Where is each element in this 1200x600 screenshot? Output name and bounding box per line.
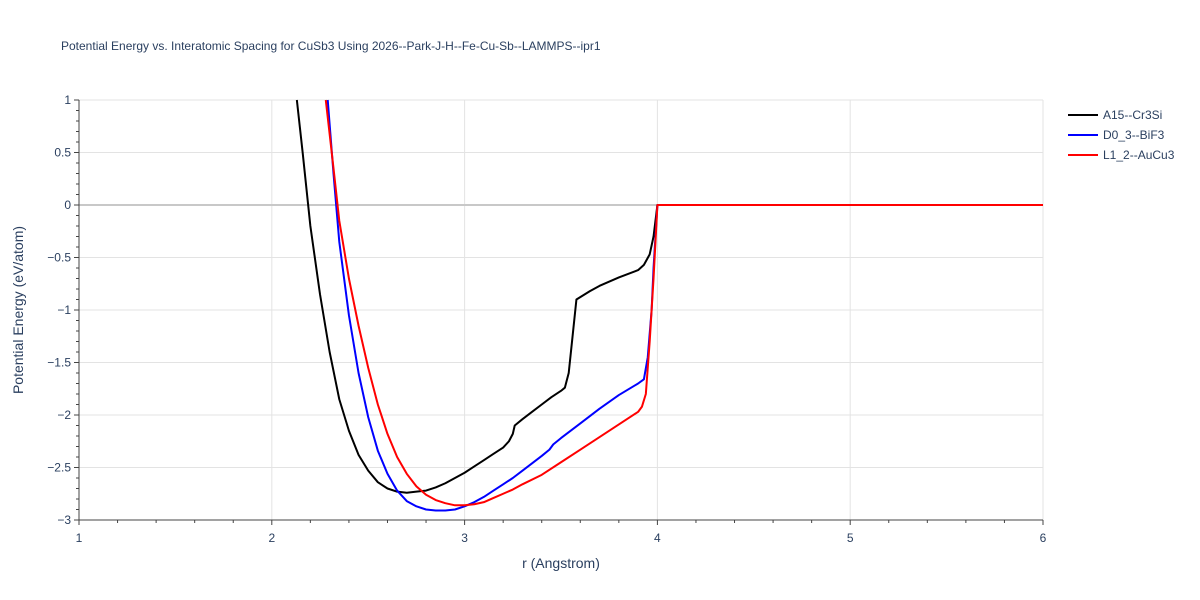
y-tick-label: −2.5 [47, 461, 71, 475]
x-axis-label: r (Angstrom) [522, 555, 600, 571]
legend-item-1[interactable]: A15--Cr3Si [1068, 108, 1162, 122]
series-line-2 [326, 99, 1043, 512]
chart-title: Potential Energy vs. Interatomic Spacing… [61, 39, 601, 53]
legend-item-2[interactable]: D0_3--BiF3 [1068, 128, 1165, 142]
x-tick-label: 6 [1040, 531, 1047, 545]
series-line-3 [324, 99, 1043, 507]
y-tick-label: −3 [57, 513, 71, 527]
legend-label: D0_3--BiF3 [1103, 128, 1165, 142]
legend-label: L1_2--AuCu3 [1103, 148, 1175, 162]
tick-labels: 1 2 3 4 5 6 −3 −2.5 −2 −1.5 −1 −0.5 0 0.5 1 [47, 93, 1046, 545]
series-line-1 [295, 99, 1043, 494]
series-lines [295, 99, 1043, 512]
y-tick-label: −1.5 [47, 356, 71, 370]
y-tick-label: 1 [64, 93, 71, 107]
x-tick-label: 1 [76, 531, 83, 545]
x-tick-label: 4 [654, 531, 661, 545]
legend-item-3[interactable]: L1_2--AuCu3 [1068, 148, 1175, 162]
y-axis-label: Potential Energy (eV/atom) [10, 226, 26, 394]
grid [79, 99, 1044, 521]
x-tick-label: 5 [847, 531, 854, 545]
y-tick-label: 0 [64, 198, 71, 212]
legend-label: A15--Cr3Si [1103, 108, 1162, 122]
x-tick-label: 2 [268, 531, 275, 545]
x-tick-label: 3 [461, 531, 468, 545]
y-tick-label: −0.5 [47, 251, 71, 265]
legend[interactable]: A15--Cr3Si D0_3--BiF3 L1_2--AuCu3 [1068, 108, 1175, 162]
axes [74, 99, 1044, 525]
y-tick-label: −1 [57, 303, 71, 317]
y-tick-label: 0.5 [54, 146, 71, 160]
y-tick-label: −2 [57, 408, 71, 422]
